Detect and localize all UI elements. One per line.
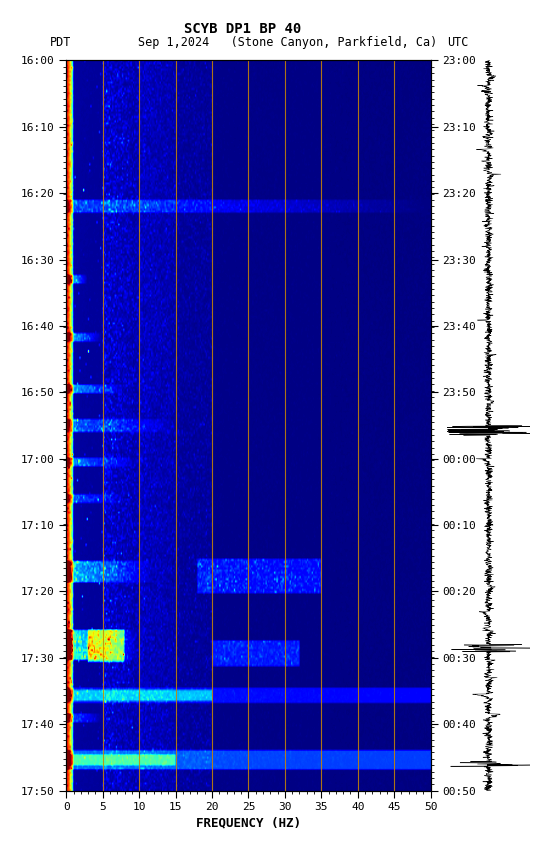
Text: UTC: UTC	[447, 36, 469, 49]
Text: PDT: PDT	[50, 36, 71, 49]
X-axis label: FREQUENCY (HZ): FREQUENCY (HZ)	[196, 816, 301, 829]
Text: Sep 1,2024   (Stone Canyon, Parkfield, Ca): Sep 1,2024 (Stone Canyon, Parkfield, Ca)	[138, 36, 437, 49]
Text: SCYB DP1 BP 40: SCYB DP1 BP 40	[184, 22, 301, 35]
